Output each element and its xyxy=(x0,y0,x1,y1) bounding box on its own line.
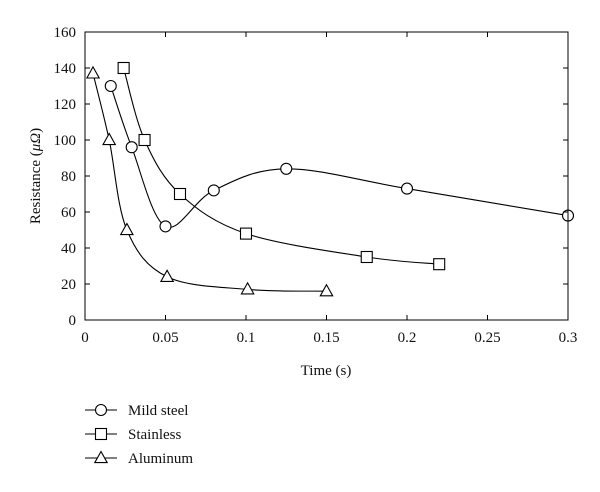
series-mild-steel xyxy=(104,79,575,233)
data-point-mild-steel xyxy=(280,162,293,175)
data-point-mild-steel xyxy=(125,141,138,154)
y-tick-label: 100 xyxy=(54,133,77,149)
data-point-mild-steel xyxy=(400,182,414,195)
data-point-aluminum xyxy=(240,281,255,295)
data-point-aluminum xyxy=(159,269,175,282)
y-tick-label: 120 xyxy=(54,97,77,113)
x-tick-label: 0.1 xyxy=(237,330,256,346)
plot-area xyxy=(85,61,575,297)
data-point-aluminum xyxy=(85,65,101,79)
data-point-stainless xyxy=(138,133,151,147)
data-point-stainless xyxy=(360,250,373,264)
data-point-stainless xyxy=(239,227,253,240)
legend-marker-square xyxy=(94,427,108,441)
y-axis-label: Resistance (μΩ) xyxy=(28,128,44,224)
y-axis-label-prefix: Resistance ( xyxy=(28,151,44,224)
series-line-mild-steel xyxy=(110,85,569,228)
series-aluminum xyxy=(85,65,334,297)
legend-label: Stainless xyxy=(128,427,181,443)
y-tick-label: 20 xyxy=(61,277,76,293)
y-tick-label: 40 xyxy=(61,241,76,257)
y-tick-label: 140 xyxy=(54,61,77,77)
y-axis-label-suffix: ) xyxy=(28,128,44,133)
legend-item-stainless: Stainless xyxy=(85,427,181,443)
x-tick-label: 0.15 xyxy=(313,330,339,346)
data-point-mild-steel xyxy=(159,220,172,233)
x-tick-label: 0.05 xyxy=(152,330,178,346)
x-tick-label: 0.2 xyxy=(398,330,417,346)
x-tick-label: 0.25 xyxy=(474,330,500,346)
data-point-aluminum xyxy=(119,222,134,236)
x-tick-label: 0 xyxy=(81,330,89,346)
data-point-mild-steel xyxy=(104,79,117,93)
series-line-aluminum xyxy=(92,73,327,292)
data-point-stainless xyxy=(433,258,446,271)
data-point-stainless xyxy=(173,187,187,201)
data-point-stainless xyxy=(117,61,130,75)
legend-marker-circle xyxy=(94,403,108,417)
legend-label: Mild steel xyxy=(128,403,188,419)
data-point-aluminum xyxy=(319,283,334,297)
series-stainless xyxy=(117,61,446,271)
axis-ticks: 0 20 40 60 80 100 120 140 160 0 0.05 0.1 0.15 0.2 0.25… xyxy=(54,25,578,346)
legend-item-mild-steel: Mild steel xyxy=(85,403,188,419)
y-tick-label: 60 xyxy=(61,205,76,221)
legend: Mild steel Stainless Aluminum xyxy=(85,403,193,467)
data-point-aluminum xyxy=(102,132,117,146)
y-tick-label: 80 xyxy=(61,169,76,185)
x-tick-label: 0.3 xyxy=(559,330,578,346)
plot-frame xyxy=(84,31,569,321)
x-axis-label: Time (s) xyxy=(301,363,352,379)
data-point-mild-steel xyxy=(207,184,220,197)
y-axis-label-unit: μΩ xyxy=(28,133,44,153)
y-tick-label: 0 xyxy=(69,313,77,329)
y-tick-label: 160 xyxy=(54,25,77,41)
legend-item-aluminum: Aluminum xyxy=(85,450,193,467)
legend-label: Aluminum xyxy=(128,451,193,467)
legend-marker-triangle xyxy=(93,450,109,464)
